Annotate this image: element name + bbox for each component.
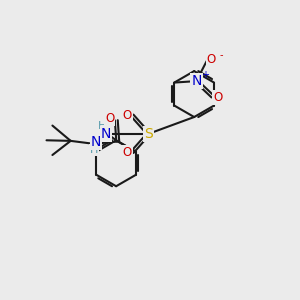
Text: -: -: [220, 50, 223, 60]
Text: O: O: [213, 92, 223, 104]
Text: O: O: [122, 146, 132, 159]
Text: N: N: [91, 135, 101, 149]
Text: H: H: [98, 121, 106, 130]
Text: +: +: [201, 70, 208, 80]
Text: N: N: [191, 74, 202, 88]
Text: N: N: [100, 127, 111, 141]
Text: O: O: [105, 112, 114, 125]
Text: O: O: [206, 53, 216, 66]
Text: S: S: [144, 127, 153, 141]
Text: H: H: [90, 145, 98, 155]
Text: O: O: [122, 109, 132, 122]
